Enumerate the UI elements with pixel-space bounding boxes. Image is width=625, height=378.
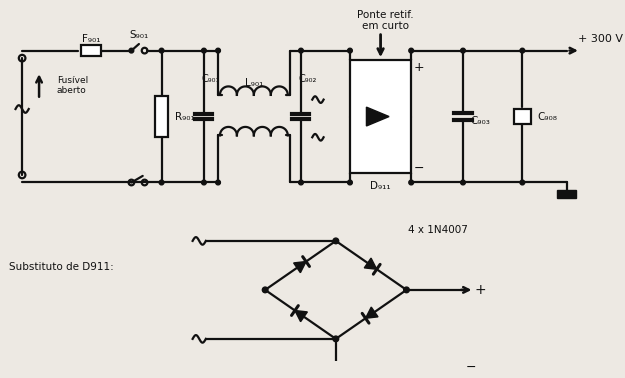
Polygon shape [364,258,377,269]
Text: −: − [414,162,424,175]
Circle shape [404,287,409,293]
Text: C₉₀₈: C₉₀₈ [538,112,558,122]
Text: S₉₀₁: S₉₀₁ [129,29,149,40]
Text: F₉₀₁: F₉₀₁ [82,34,100,44]
Text: D₉₁₁: D₉₁₁ [370,181,391,191]
Circle shape [299,180,303,185]
Text: 4 x 1N4007: 4 x 1N4007 [408,225,468,235]
Text: Ponte retif.
em curto: Ponte retif. em curto [357,10,414,31]
Circle shape [409,180,414,185]
Circle shape [262,287,268,293]
Circle shape [409,48,414,53]
Bar [81,45,101,56]
Text: C₉₀₁: C₉₀₁ [201,74,219,84]
Circle shape [202,48,206,53]
Circle shape [520,48,525,53]
Circle shape [216,48,221,53]
Text: Fusível
aberto: Fusível aberto [57,76,88,95]
Bar [558,190,576,198]
Circle shape [461,48,466,53]
Text: +: + [413,61,424,74]
Circle shape [348,48,352,53]
Polygon shape [295,310,308,322]
Circle shape [333,336,339,342]
Circle shape [159,48,164,53]
Text: + 300 V: + 300 V [578,34,623,44]
Polygon shape [366,107,389,126]
Circle shape [461,180,466,185]
Text: R₉₀₁: R₉₀₁ [175,112,194,122]
Circle shape [333,238,339,244]
Text: −: − [465,361,476,373]
Bar [350,60,411,173]
Circle shape [216,180,221,185]
Polygon shape [366,307,378,318]
Text: Substituto de D911:: Substituto de D911: [9,262,114,272]
Text: L₉₀₁: L₉₀₁ [244,77,263,88]
Circle shape [202,180,206,185]
Text: C₉₀₂: C₉₀₂ [298,74,316,84]
Circle shape [299,48,303,53]
Circle shape [520,180,525,185]
Bar [155,96,168,137]
Text: +: + [474,283,486,297]
Circle shape [348,180,352,185]
Circle shape [159,180,164,185]
Polygon shape [294,262,306,273]
Circle shape [129,48,134,53]
Bar [514,109,531,124]
Text: C₉₀₃: C₉₀₃ [471,116,491,126]
